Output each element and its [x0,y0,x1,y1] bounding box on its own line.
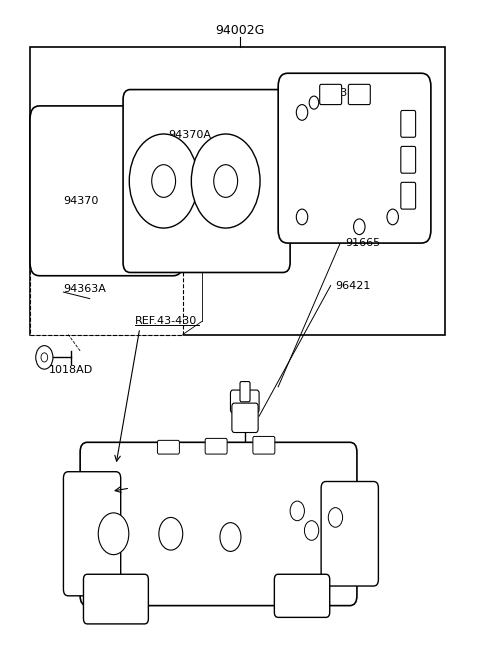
FancyBboxPatch shape [30,106,183,276]
Circle shape [129,134,198,228]
Circle shape [296,209,308,225]
Circle shape [159,518,183,550]
Text: 94371B: 94371B [326,88,369,98]
FancyBboxPatch shape [401,110,416,137]
Circle shape [36,346,53,369]
FancyBboxPatch shape [232,403,258,432]
Circle shape [309,96,319,109]
FancyBboxPatch shape [240,382,250,402]
Text: 96421: 96421 [336,281,371,291]
FancyBboxPatch shape [401,146,416,173]
FancyBboxPatch shape [401,182,416,209]
FancyBboxPatch shape [63,472,120,596]
Text: 94370A: 94370A [168,131,211,140]
FancyBboxPatch shape [230,390,259,413]
FancyBboxPatch shape [275,574,330,617]
Circle shape [304,521,319,541]
Circle shape [98,513,129,555]
Text: 94370: 94370 [63,195,99,205]
Circle shape [192,134,260,228]
Text: 94002G: 94002G [216,24,264,37]
Text: REF.43-430: REF.43-430 [135,316,197,327]
FancyBboxPatch shape [123,90,290,272]
Text: 94363A: 94363A [63,284,106,294]
FancyBboxPatch shape [320,85,342,104]
FancyBboxPatch shape [253,436,275,454]
Bar [30,47,445,335]
FancyBboxPatch shape [205,438,227,454]
FancyBboxPatch shape [80,442,357,605]
Circle shape [214,165,238,197]
Circle shape [220,523,241,552]
FancyBboxPatch shape [84,574,148,624]
FancyBboxPatch shape [348,85,370,104]
Circle shape [328,508,343,527]
Text: 1018AD: 1018AD [49,365,94,375]
Text: 91665: 91665 [345,238,380,248]
Circle shape [290,501,304,521]
Bar [30,220,183,335]
FancyBboxPatch shape [278,73,431,243]
Circle shape [152,165,176,197]
Circle shape [41,353,48,362]
FancyBboxPatch shape [321,482,378,586]
Circle shape [387,209,398,225]
FancyBboxPatch shape [157,440,180,454]
Circle shape [354,219,365,235]
Circle shape [296,104,308,120]
